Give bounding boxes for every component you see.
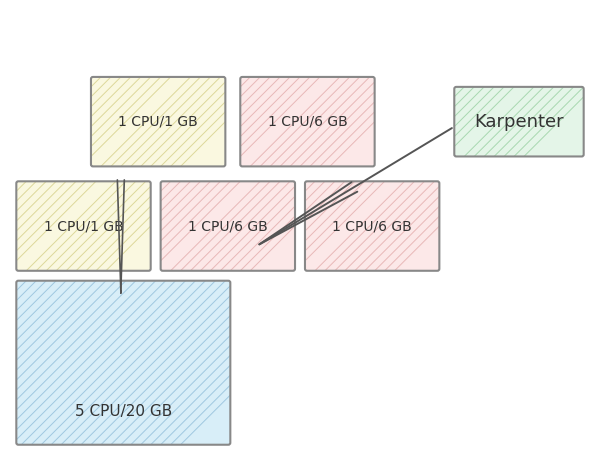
FancyBboxPatch shape (91, 77, 226, 166)
Text: 1 CPU/1 GB: 1 CPU/1 GB (118, 115, 198, 129)
Text: 1 CPU/1 GB: 1 CPU/1 GB (44, 219, 124, 233)
FancyBboxPatch shape (16, 181, 151, 271)
FancyBboxPatch shape (16, 281, 230, 445)
FancyBboxPatch shape (240, 77, 374, 166)
FancyBboxPatch shape (161, 181, 295, 271)
Text: 1 CPU/6 GB: 1 CPU/6 GB (268, 115, 347, 129)
FancyBboxPatch shape (454, 87, 584, 157)
Text: 1 CPU/6 GB: 1 CPU/6 GB (188, 219, 268, 233)
Text: 1 CPU/6 GB: 1 CPU/6 GB (332, 219, 412, 233)
FancyBboxPatch shape (305, 181, 439, 271)
Text: 5 CPU/20 GB: 5 CPU/20 GB (74, 404, 172, 419)
Text: Karpenter: Karpenter (474, 113, 564, 130)
